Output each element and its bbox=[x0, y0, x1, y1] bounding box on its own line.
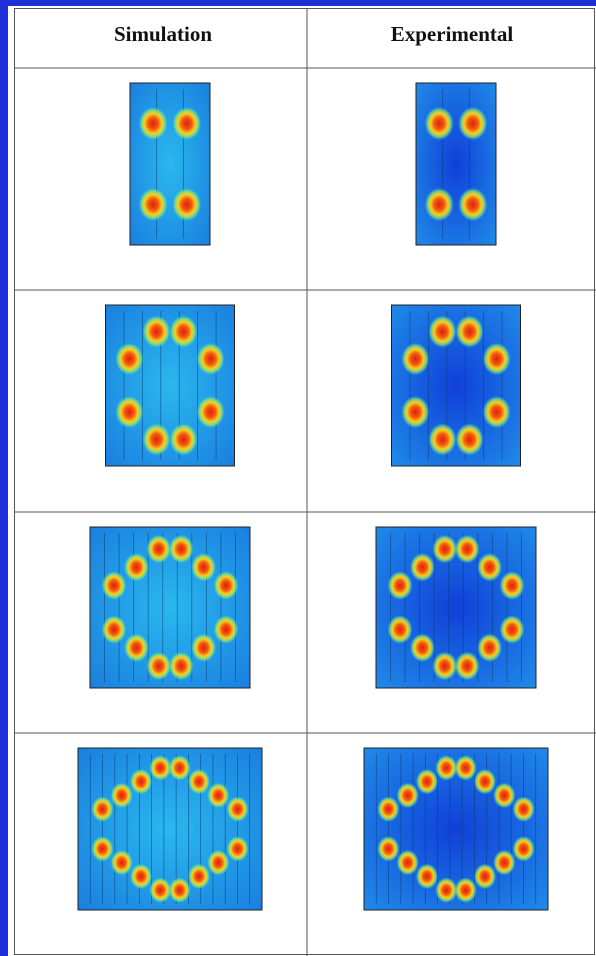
hot-spot bbox=[226, 836, 248, 862]
hot-spot bbox=[425, 107, 454, 141]
hot-spot bbox=[213, 615, 238, 644]
hot-spot bbox=[110, 850, 132, 876]
hot-spot bbox=[454, 877, 476, 903]
hot-spot bbox=[396, 850, 418, 876]
heatmap-image bbox=[376, 527, 536, 688]
hot-spot bbox=[455, 652, 480, 681]
hot-spot bbox=[432, 535, 457, 564]
heatmap-image bbox=[78, 748, 262, 910]
hot-spot bbox=[139, 188, 168, 222]
hot-spot bbox=[377, 836, 399, 862]
hot-spot bbox=[207, 782, 229, 808]
hot-spot bbox=[110, 782, 132, 808]
hot-spot bbox=[168, 877, 190, 903]
hot-spot bbox=[124, 633, 149, 662]
hot-spot bbox=[401, 343, 429, 376]
hot-spot bbox=[149, 877, 171, 903]
hot-spot bbox=[396, 782, 418, 808]
hot-spot bbox=[428, 423, 456, 456]
hot-spot bbox=[101, 571, 126, 600]
hot-spot bbox=[188, 863, 210, 889]
hot-spot bbox=[482, 343, 510, 376]
hot-spot bbox=[139, 107, 168, 141]
hot-spot bbox=[458, 188, 487, 222]
hot-spot bbox=[207, 850, 229, 876]
hot-spot bbox=[432, 652, 457, 681]
heatmaps bbox=[78, 83, 548, 910]
hot-spot bbox=[499, 571, 524, 600]
hot-spot bbox=[482, 396, 510, 429]
hot-spot bbox=[101, 615, 126, 644]
hot-spot bbox=[455, 315, 483, 348]
hot-spot bbox=[416, 769, 438, 795]
hot-spot bbox=[477, 633, 502, 662]
hot-spot bbox=[416, 863, 438, 889]
heatmap-image bbox=[392, 305, 521, 466]
hot-spot bbox=[196, 396, 224, 429]
hot-spot bbox=[191, 633, 216, 662]
hot-spot bbox=[188, 769, 210, 795]
frame-left bbox=[0, 0, 8, 956]
page: Simulation Experimental (() => { const d… bbox=[0, 0, 596, 956]
hot-spot bbox=[512, 836, 534, 862]
hot-spot bbox=[169, 652, 194, 681]
hot-spot bbox=[512, 796, 534, 822]
heatmap-image bbox=[90, 527, 250, 688]
hot-spot bbox=[474, 863, 496, 889]
hot-spot bbox=[401, 396, 429, 429]
heatmap-image bbox=[130, 83, 210, 245]
hot-spot bbox=[435, 877, 457, 903]
hot-spot bbox=[196, 343, 224, 376]
hot-spot bbox=[149, 755, 171, 781]
hot-spot bbox=[454, 755, 476, 781]
hot-spot bbox=[410, 553, 435, 582]
hot-spot bbox=[477, 553, 502, 582]
hot-spot bbox=[410, 633, 435, 662]
hot-spot bbox=[91, 836, 113, 862]
heatmap-background bbox=[130, 83, 210, 245]
column-header: Simulation bbox=[114, 22, 212, 46]
hot-spot bbox=[428, 315, 456, 348]
hot-spot bbox=[455, 535, 480, 564]
hot-spot bbox=[493, 850, 515, 876]
hot-spot bbox=[130, 769, 152, 795]
hot-spot bbox=[387, 571, 412, 600]
column-header: Experimental bbox=[391, 22, 514, 46]
hot-spot bbox=[168, 755, 190, 781]
hot-spot bbox=[169, 535, 194, 564]
hot-spot bbox=[91, 796, 113, 822]
hot-spot bbox=[226, 796, 248, 822]
hot-spot bbox=[213, 571, 238, 600]
hot-spot bbox=[387, 615, 412, 644]
hot-spot bbox=[474, 769, 496, 795]
heatmap-background bbox=[416, 83, 496, 245]
hot-spot bbox=[169, 423, 197, 456]
hot-spot bbox=[172, 107, 201, 141]
hot-spot bbox=[172, 188, 201, 222]
hot-spot bbox=[142, 423, 170, 456]
hot-spot bbox=[130, 863, 152, 889]
heatmap-image bbox=[416, 83, 496, 245]
hot-spot bbox=[455, 423, 483, 456]
hot-spot bbox=[377, 796, 399, 822]
hot-spot bbox=[493, 782, 515, 808]
hot-spot bbox=[146, 535, 171, 564]
hot-spot bbox=[191, 553, 216, 582]
hot-spot bbox=[115, 343, 143, 376]
hot-spot bbox=[146, 652, 171, 681]
hot-spot bbox=[124, 553, 149, 582]
hot-spot bbox=[435, 755, 457, 781]
frame-top bbox=[0, 0, 596, 6]
hot-spot bbox=[499, 615, 524, 644]
hot-spot bbox=[142, 315, 170, 348]
heatmap-image bbox=[106, 305, 235, 466]
hot-spot bbox=[169, 315, 197, 348]
heatmap-image bbox=[364, 748, 548, 910]
figure-table: Simulation Experimental bbox=[0, 0, 596, 956]
hot-spot bbox=[425, 188, 454, 222]
hot-spot bbox=[458, 107, 487, 141]
hot-spot bbox=[115, 396, 143, 429]
